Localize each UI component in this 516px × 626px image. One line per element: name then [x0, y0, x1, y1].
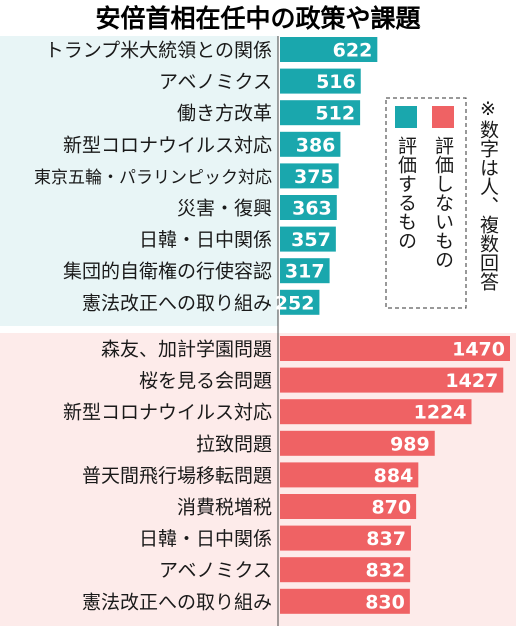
category-label: 憲法改正への取り組み: [82, 591, 272, 613]
disapprove-row: アベノミクス 832: [159, 557, 411, 583]
value-label: 1427: [445, 370, 498, 392]
category-label: 憲法改正への取り組み: [82, 292, 272, 314]
approve-bar: [280, 37, 378, 62]
approve-row: 災害・復興 363: [177, 195, 337, 220]
value-label: 830: [365, 591, 405, 613]
approve-row: 集団的自衛権の行使容認 317: [63, 258, 330, 284]
value-label: 837: [366, 528, 406, 550]
approve-bar: [280, 289, 320, 315]
category-label: 災害・復興: [177, 198, 272, 220]
disapprove-bar: [280, 588, 410, 614]
category-label: 普天間飛行場移転問題: [82, 465, 272, 487]
approve-bar: [280, 68, 361, 94]
value-label: 512: [315, 103, 355, 125]
category-label: 新型コロナウイルス対応: [63, 402, 272, 424]
category-label: 働き方改革: [177, 103, 272, 125]
category-label: アベノミクス: [159, 560, 272, 582]
category-label: 森友、加計学園問題: [101, 339, 272, 361]
chart-title: 安倍首相在任中の政策や課題: [95, 4, 421, 33]
category-label: 日韓・日中関係: [139, 528, 272, 550]
category-label: 消費税増税: [177, 497, 272, 519]
disapprove-row: 新型コロナウイルス対応 1224: [63, 399, 472, 425]
legend-frame: [385, 97, 467, 309]
legend-label-approve: 評価するもの: [395, 136, 417, 250]
disapprove-bar: [280, 336, 510, 361]
legend-swatch-disapprove: [432, 106, 454, 128]
approve-bar: [280, 226, 336, 252]
value-label: 1224: [414, 402, 467, 424]
value-label: 516: [316, 71, 356, 93]
category-label: 集団的自衛権の行使容認: [63, 261, 272, 283]
value-label: 989: [390, 433, 430, 455]
chart-note: ※数字は人、複数回答: [477, 98, 499, 291]
approve-row: アベノミクス 516: [159, 68, 361, 94]
disapprove-row: 森友、加計学園問題 1470: [101, 336, 510, 361]
value-label: 386: [296, 134, 336, 156]
disapprove-row: 憲法改正への取り組み 830: [82, 588, 410, 614]
approve-row: 憲法改正への取り組み 252: [82, 289, 320, 315]
disapprove-bar: [280, 367, 504, 393]
approve-bar: [280, 258, 330, 284]
disapprove-row: 拉致問題 989: [196, 430, 435, 456]
approve-row: トランプ米大統領との関係 622: [45, 37, 378, 62]
approve-bar: [280, 131, 341, 157]
category-label: 桜を見る会問題: [139, 370, 272, 392]
value-label: 317: [285, 261, 325, 283]
category-label: 東京五輪・パラリンピック対応: [34, 168, 272, 188]
value-label: 884: [374, 465, 414, 487]
disapprove-bar: [280, 494, 417, 519]
disapprove-row: 桜を見る会問題 1427: [139, 367, 504, 393]
disapprove-bar: [280, 462, 419, 488]
category-label: 拉致問題: [196, 433, 272, 455]
value-label: 832: [366, 560, 406, 582]
disapprove-row: 普天間飛行場移転問題 884: [82, 462, 419, 488]
disapprove-row: 日韓・日中関係 837: [139, 525, 411, 551]
disapprove-bar: [280, 557, 411, 583]
value-label: 870: [371, 497, 411, 519]
disapprove-row: 消費税増税 870: [177, 494, 417, 519]
approve-row: 働き方改革 512: [177, 100, 361, 126]
legend: 評価するもの 評価しないもの ※数字は人、複数回答: [385, 97, 499, 309]
category-label: 日韓・日中関係: [139, 229, 272, 251]
disapprove-bar: [280, 399, 472, 425]
approve-row: 日韓・日中関係 357: [139, 226, 336, 252]
value-label: 363: [292, 198, 332, 220]
value-label: 1470: [452, 339, 505, 361]
value-label: 622: [333, 40, 373, 62]
legend-label-disapprove: 評価しないもの: [432, 136, 454, 269]
value-label: 357: [291, 229, 331, 251]
value-label: 252: [275, 292, 315, 314]
approve-bar: [280, 100, 361, 126]
approve-bar: [280, 163, 339, 189]
value-label: 375: [294, 166, 334, 188]
approve-row: 東京五輪・パラリンピック対応 375: [34, 163, 339, 189]
category-label: トランプ米大統領との関係: [45, 40, 272, 62]
disapprove-bar: [280, 525, 411, 551]
disapprove-bar: [280, 430, 435, 456]
legend-swatch-approve: [395, 106, 417, 128]
category-label: アベノミクス: [159, 71, 272, 93]
approve-panel-background: [0, 36, 278, 326]
approve-bar: [280, 195, 337, 220]
approve-row: 新型コロナウイルス対応 386: [63, 131, 341, 157]
category-label: 新型コロナウイルス対応: [63, 134, 272, 156]
